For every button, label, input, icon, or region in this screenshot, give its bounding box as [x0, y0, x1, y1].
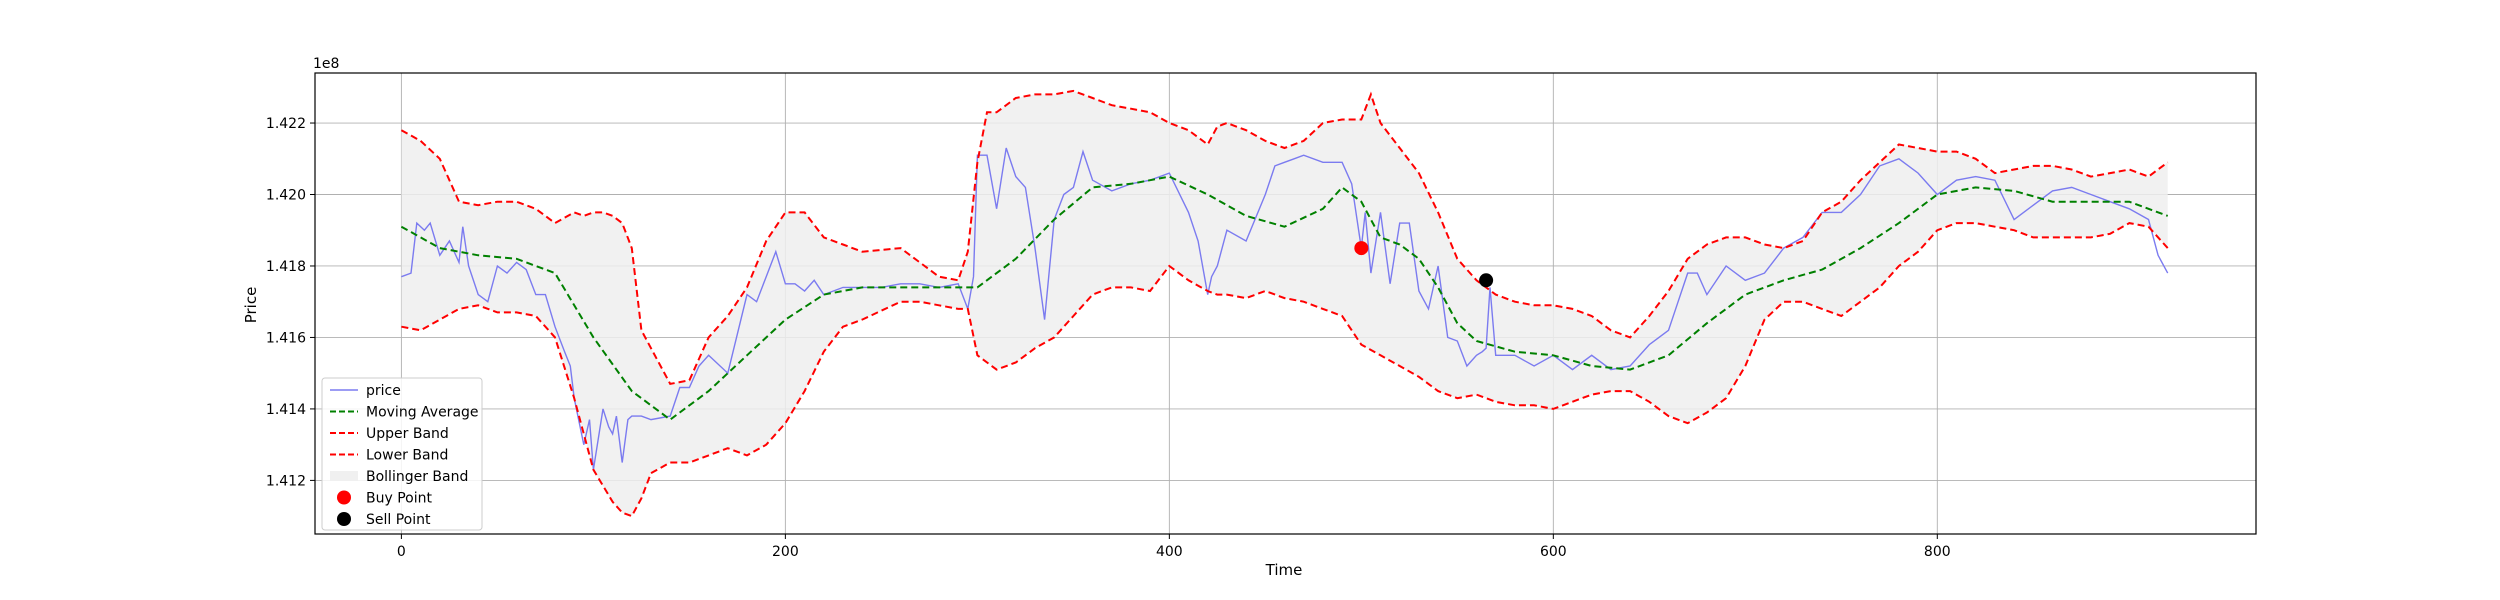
legend-swatch-sell-point	[337, 512, 351, 526]
y-tick-label-5: 1.422	[266, 116, 306, 132]
x-tick-label-0: 0	[397, 544, 406, 560]
axes-frame	[314, 72, 2257, 535]
legend-label-price: price	[366, 383, 401, 399]
legend-label-moving-average: Moving Average	[366, 405, 479, 421]
legend-swatch-bollinger-band	[330, 471, 358, 481]
x-tick-label-3: 600	[1540, 544, 1567, 560]
legend-box	[321, 377, 483, 531]
y-tick-label-2: 1.416	[266, 330, 306, 346]
y-tick-label-1: 1.414	[266, 402, 306, 418]
bollinger-band-fill	[401, 90, 2168, 517]
x-axis-label: Time	[1265, 561, 1303, 579]
legend-label-upper-band: Upper Band	[366, 426, 449, 442]
legend-label-bollinger-band: Bollinger Band	[366, 469, 468, 485]
series-lower-band-line	[401, 222, 2169, 518]
plot-area: 0 200 400 600 800 1.412 1.414 1.416 1.418 1.420 1.…	[266, 72, 2257, 560]
legend-label-lower-band: Lower Band	[366, 448, 448, 464]
legend-swatch-buy-point	[337, 490, 351, 505]
sell-point-marker-0	[1479, 273, 1494, 288]
x-tick-label-1: 200	[772, 544, 799, 560]
y-axis-label: Price	[242, 287, 260, 324]
y-tick-label-3: 1.418	[266, 259, 306, 275]
legend-label-buy-point: Buy Point	[366, 491, 432, 507]
x-tick-label-4: 800	[1924, 544, 1951, 560]
y-tick-label-4: 1.420	[266, 188, 306, 204]
x-tick-label-2: 400	[1156, 544, 1183, 560]
legend: price Moving Average Upper Band Lower Band B…	[321, 377, 483, 531]
buy-point-marker-0	[1354, 241, 1369, 256]
series-upper-band-line	[400, 89, 2169, 386]
y-offset-label: 1e8	[313, 56, 339, 72]
y-tick-label-0: 1.412	[266, 473, 306, 489]
legend-label-sell-point: Sell Point	[366, 512, 431, 528]
